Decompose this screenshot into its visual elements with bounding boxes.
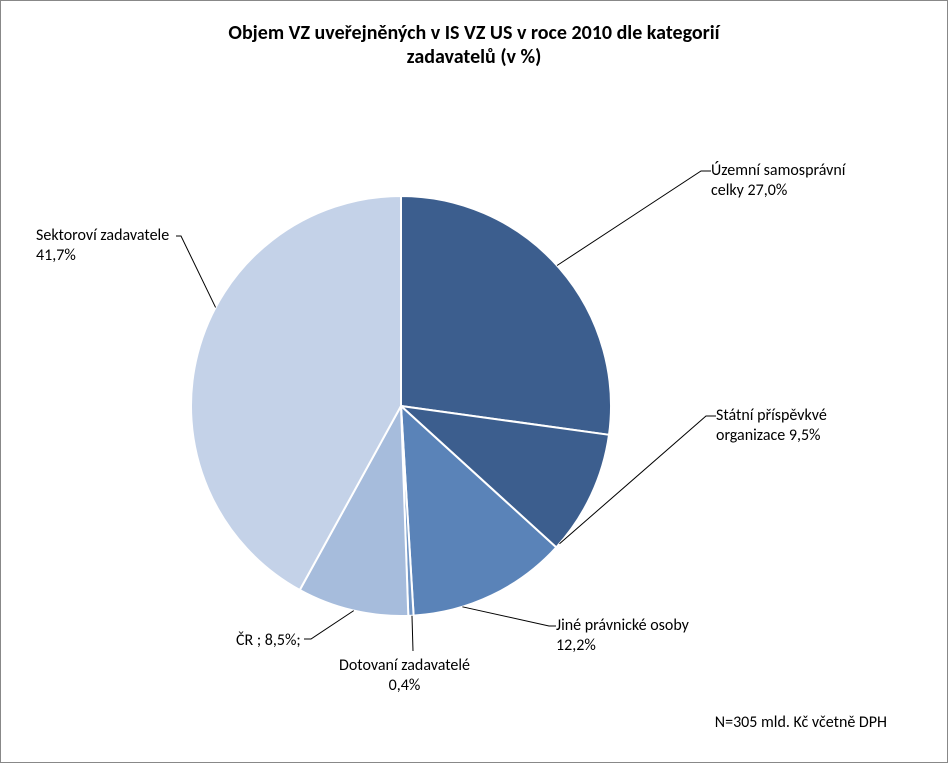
label-jine: Jiné právnické osoby 12,2% <box>556 616 689 656</box>
label-statni: Státní příspěvkvé organizace 9,5% <box>716 406 827 446</box>
label-statni-l1: Státní příspěvkvé <box>716 406 827 426</box>
label-uzemni-l1: Územní samosprávní <box>711 161 845 181</box>
label-cr: ČR ; 8,5%; <box>236 631 301 651</box>
leader-dotovani <box>412 616 413 651</box>
label-jine-l1: Jiné právnické osoby <box>556 616 689 636</box>
label-statni-l2: organizace 9,5% <box>716 426 827 446</box>
chart-footnote: N=305 mld. Kč včetně DPH <box>715 713 887 732</box>
label-cr-l1: ČR ; 8,5%; <box>236 631 301 651</box>
label-jine-l2: 12,2% <box>556 636 689 656</box>
label-dotovani-l2: 0,4% <box>339 676 470 696</box>
pie-chart-svg <box>1 1 948 764</box>
leader-sektorovi <box>176 236 216 307</box>
leader-cr <box>304 611 354 639</box>
label-uzemni-l2: celky 27,0% <box>711 181 845 201</box>
label-sektorovi: Sektoroví zadavatele 41,7% <box>36 226 169 266</box>
slice-uzemni <box>401 196 611 435</box>
label-dotovani-l1: Dotovaní zadavatelé <box>339 656 470 676</box>
label-dotovani: Dotovaní zadavatelé 0,4% <box>339 656 470 696</box>
label-sektorovi-l1: Sektoroví zadavatele <box>36 226 169 246</box>
leader-jine <box>462 607 556 626</box>
leader-uzemni <box>557 171 711 265</box>
label-sektorovi-l2: 41,7% <box>36 246 169 266</box>
label-uzemni: Územní samosprávní celky 27,0% <box>711 161 845 201</box>
chart-container: Objem VZ uveřejněných v IS VZ US v roce … <box>0 0 948 763</box>
